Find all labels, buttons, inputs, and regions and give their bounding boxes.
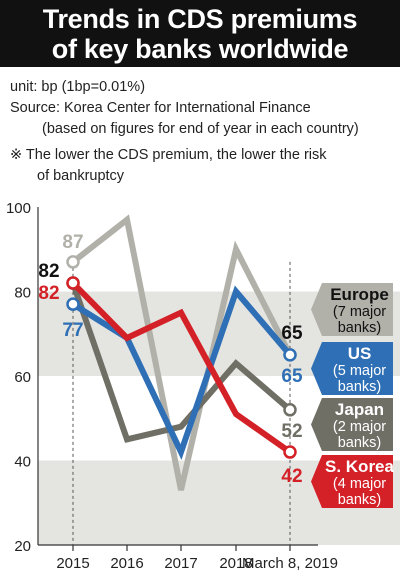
data-label-last: 65 <box>281 323 303 344</box>
data-point-marker <box>66 297 80 311</box>
remark-note-line-2: of bankruptcy <box>37 168 125 184</box>
data-label-first: 87 <box>62 232 83 253</box>
x-tick-label: 2015 <box>56 555 89 572</box>
legend-label-line: banks) <box>338 379 382 395</box>
y-tick-label: 40 <box>14 454 31 471</box>
legend-label-line: Europe <box>330 285 389 304</box>
chart-title-line-1: Trends in CDS premiums <box>42 4 358 34</box>
legend-label-line: (4 major <box>333 476 386 492</box>
unit-note: unit: bp (1bp=0.01%) <box>10 79 146 95</box>
legend-tag-japan <box>311 398 393 451</box>
data-point-marker <box>66 255 80 269</box>
data-label-first: 82 <box>38 283 59 304</box>
data-point-marker <box>66 276 80 290</box>
legend-label-line: US <box>348 344 372 363</box>
data-label-last: 65 <box>281 366 303 387</box>
legend-label-line: (7 major <box>333 304 386 320</box>
y-tick-label: 60 <box>14 369 31 386</box>
title-banner: Trends in CDS premiums of key banks worl… <box>0 0 400 67</box>
y-tick-label: 80 <box>14 285 31 302</box>
y-tick-label: 20 <box>14 538 31 555</box>
legend-label-line: banks) <box>338 435 382 451</box>
source-detail-note: (based on figures for end of year in eac… <box>42 121 359 137</box>
legend-label-line: banks) <box>338 320 382 336</box>
legend-label-line: (2 major <box>333 419 386 435</box>
legend-tag-europe <box>311 283 393 336</box>
x-tick-label: 2018 <box>219 555 252 572</box>
data-label-first: 82 <box>38 261 59 282</box>
legend-label-line: Japan <box>335 400 384 419</box>
data-label-last: 42 <box>281 466 302 487</box>
data-label-last: 52 <box>281 421 302 442</box>
x-tick-label: 2017 <box>164 555 197 572</box>
legend-tag-us <box>311 342 393 395</box>
series-line-skorea <box>70 280 292 455</box>
x-tick-label: 2016 <box>110 555 143 572</box>
data-point-marker <box>283 403 297 417</box>
series-line-us <box>71 285 293 461</box>
legend-label-line: banks) <box>338 492 382 508</box>
chart-title-line-2: of key banks worldwide <box>51 34 349 64</box>
series-line-europe <box>71 214 293 491</box>
data-label-first: 77 <box>62 320 83 341</box>
series-line-japan <box>70 282 292 443</box>
y-tick-label: 100 <box>6 200 31 217</box>
legend-label-line: S. Korea <box>325 457 395 476</box>
x-tick-label: March 8, 2019 <box>242 555 338 572</box>
legend-label-line: (5 major <box>333 363 386 379</box>
data-point-marker <box>283 348 297 362</box>
remark-note-line-1: ※ The lower the CDS premium, the lower t… <box>10 147 327 163</box>
data-point-marker <box>283 445 297 459</box>
legend-tag-skorea <box>311 455 393 508</box>
source-note: Source: Korea Center for International F… <box>10 100 311 116</box>
